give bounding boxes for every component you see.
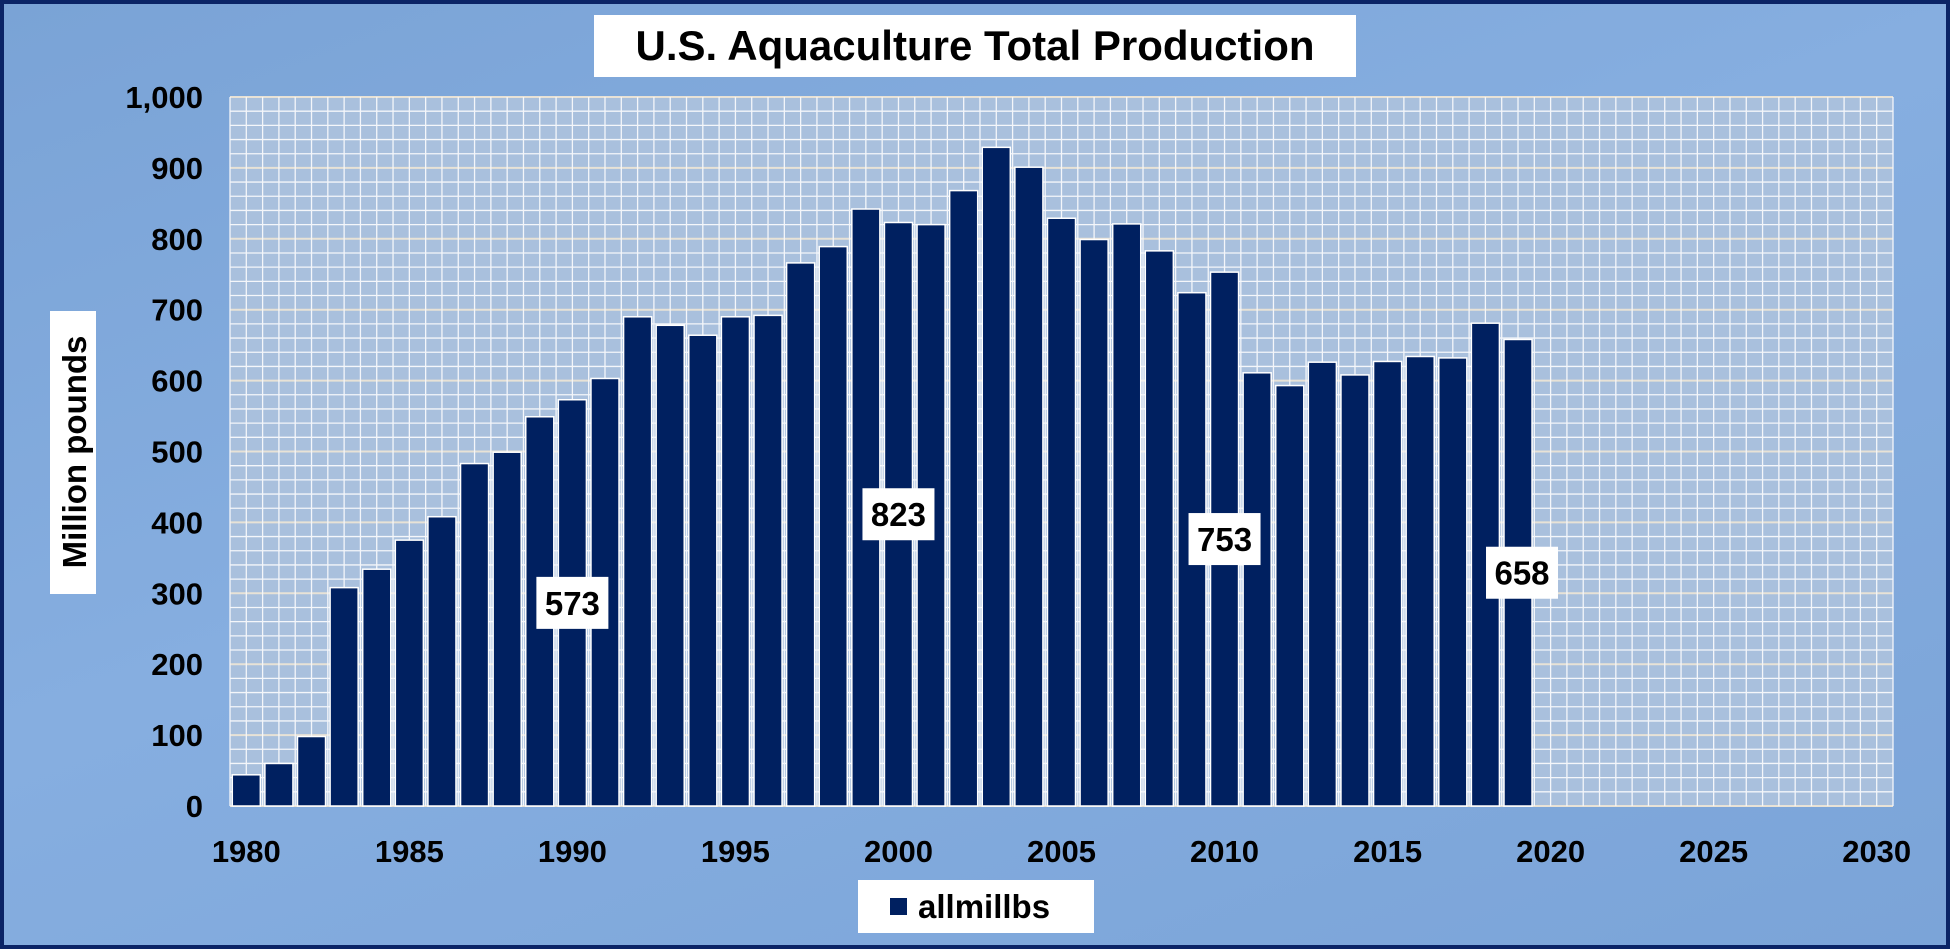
bar-1996[interactable]	[753, 314, 783, 807]
bar-2015[interactable]	[1372, 360, 1403, 807]
bar-1992[interactable]	[622, 316, 653, 807]
bar-1994[interactable]	[688, 334, 718, 807]
y-tick-label: 500	[151, 435, 203, 470]
bar-2007[interactable]	[1111, 223, 1142, 807]
y-tick-label: 100	[151, 718, 203, 753]
legend[interactable]: allmillbs	[858, 880, 1094, 933]
chart-title: U.S. Aquaculture Total Production	[635, 22, 1314, 69]
x-tick-label: 2010	[1190, 834, 1259, 869]
bar-1982[interactable]	[296, 735, 327, 807]
bar-1987[interactable]	[459, 462, 490, 807]
y-tick-label: 900	[151, 151, 203, 186]
x-tick-label: 2005	[1027, 834, 1096, 869]
y-tick-label: 200	[151, 647, 203, 682]
x-tick-label: 2000	[864, 834, 933, 869]
bar-1980[interactable]	[231, 774, 262, 807]
bar-2004[interactable]	[1014, 166, 1044, 807]
bar-2003[interactable]	[981, 146, 1012, 807]
bar-1995[interactable]	[720, 316, 751, 807]
x-tick-label: 2015	[1353, 834, 1422, 869]
plot-area: 573 823 753 658	[229, 96, 1894, 807]
bar-2016[interactable]	[1405, 355, 1435, 807]
x-tick-label: 1980	[212, 834, 281, 869]
x-tick-label: 2020	[1516, 834, 1585, 869]
y-tick-label: 800	[151, 222, 203, 257]
y-tick-label: 400	[151, 505, 203, 540]
bar-2013[interactable]	[1307, 361, 1338, 807]
legend-swatch	[890, 898, 907, 915]
bar-1993[interactable]	[655, 324, 685, 807]
y-tick-label: 300	[151, 576, 203, 611]
bar-2005[interactable]	[1046, 217, 1077, 807]
data-label-box	[1188, 513, 1261, 566]
y-tick-label: 1,000	[125, 80, 203, 115]
bar-1998[interactable]	[818, 245, 849, 807]
bar-2017[interactable]	[1438, 357, 1468, 807]
bar-1984[interactable]	[361, 568, 392, 807]
y-axis-label-box	[50, 311, 96, 594]
x-tick-label: 2030	[1842, 834, 1911, 869]
data-label-2010: 753	[1197, 521, 1252, 558]
x-tick-label: 1995	[701, 834, 770, 869]
bar-2014[interactable]	[1340, 374, 1370, 807]
y-tick-label: 700	[151, 293, 203, 328]
x-tick-label: 2025	[1679, 834, 1748, 869]
bar-2011[interactable]	[1242, 372, 1272, 807]
data-label-1990: 573	[545, 585, 600, 622]
bar-2002[interactable]	[948, 189, 979, 807]
x-tick-label: 1990	[538, 834, 607, 869]
bar-2006[interactable]	[1079, 238, 1109, 807]
y-tick-label: 0	[186, 789, 203, 824]
bar-2012[interactable]	[1274, 384, 1305, 807]
data-label-2019: 658	[1494, 555, 1549, 592]
data-label-box	[536, 576, 609, 629]
data-label-2000: 823	[871, 496, 926, 533]
bar-1986[interactable]	[427, 515, 457, 807]
bar-1981[interactable]	[264, 762, 294, 807]
bar-1983[interactable]	[329, 586, 359, 807]
bar-2008[interactable]	[1144, 250, 1175, 807]
y-tick-label: 600	[151, 364, 203, 399]
bar-1985[interactable]	[394, 539, 425, 807]
legend-label: allmillbs	[918, 888, 1050, 925]
bar-1988[interactable]	[492, 451, 522, 807]
x-tick-label: 1985	[375, 834, 444, 869]
bar-1997[interactable]	[785, 262, 816, 807]
data-label-box	[862, 488, 935, 541]
y-axis-label: Million pounds	[56, 336, 93, 569]
title-box	[594, 15, 1356, 77]
data-label-box	[1486, 546, 1559, 599]
